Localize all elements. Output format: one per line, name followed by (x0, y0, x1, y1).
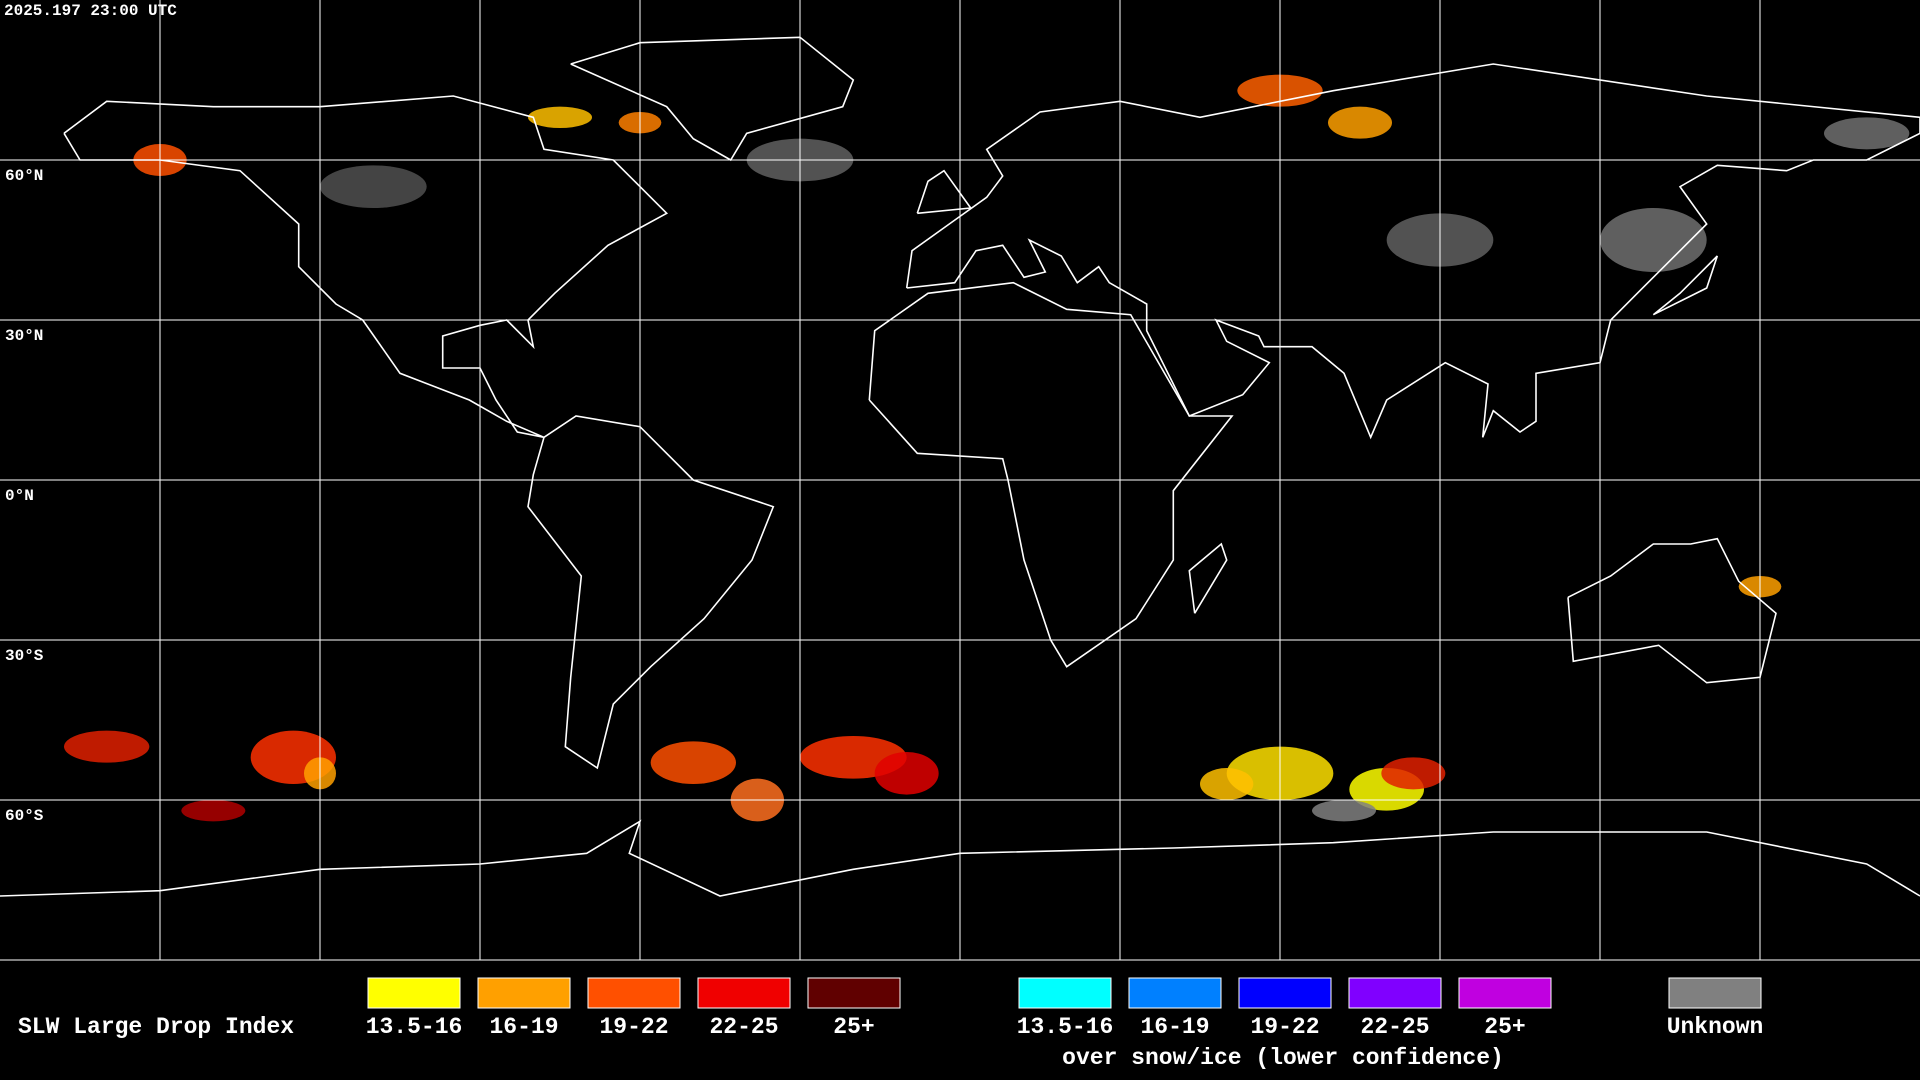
coastline (570, 36, 855, 162)
legend-swatch (1018, 977, 1112, 1009)
lat-label: 0°N (5, 487, 34, 505)
weather-layer (63, 74, 1910, 822)
lat-label: 30°N (5, 327, 43, 345)
lat-label: 30°S (5, 647, 44, 665)
cloud-patch (650, 741, 736, 785)
legend-swatch (1128, 977, 1222, 1009)
legend-swatch (1348, 977, 1442, 1009)
coastline (1567, 537, 1777, 684)
legend-label: Unknown (1667, 1014, 1764, 1040)
cloud-patch (874, 752, 939, 795)
lat-label: 60°N (5, 167, 43, 185)
legend-title: SLW Large Drop Index (18, 1014, 294, 1040)
cloud-patch (181, 800, 246, 822)
legend-swatch (1238, 977, 1332, 1009)
lat-label: 60°S (5, 807, 44, 825)
cloud-patch (320, 165, 427, 209)
cloud-patch (1600, 208, 1707, 272)
legend-label: 13.5-16 (1017, 1014, 1114, 1040)
legend-label: 25+ (833, 1014, 874, 1040)
coastline (868, 281, 1234, 668)
coastline (527, 415, 775, 770)
coastlines (0, 36, 1920, 897)
cloud-patch (1312, 800, 1376, 822)
legend-label: 16-19 (1140, 1014, 1209, 1040)
cloud-patch (1328, 106, 1392, 139)
legend-label: 13.5-16 (366, 1014, 463, 1040)
graticule (0, 0, 1920, 960)
cloud-patch (1200, 768, 1254, 800)
legend-label: 19-22 (1250, 1014, 1319, 1040)
coastline (905, 63, 1920, 440)
legend-swatch (587, 977, 681, 1009)
timestamp: 2025.197 23:00 UTC (4, 2, 177, 20)
legend-label: 16-19 (489, 1014, 558, 1040)
snow-caption: over snow/ice (lower confidence) (1062, 1045, 1504, 1071)
cloud-patch (1381, 757, 1446, 790)
coastline (1652, 255, 1719, 316)
latitude-labels: 60°N 30°N 0°N 30°S 60°S (5, 167, 44, 825)
coastline (1188, 542, 1228, 614)
legend-label: 25+ (1484, 1014, 1525, 1040)
cloud-patch (63, 730, 150, 763)
legend-label: 22-25 (709, 1014, 778, 1040)
legend-swatch (367, 977, 461, 1009)
cloud-patch (1824, 117, 1910, 150)
legend-swatch (807, 977, 901, 1009)
coastline (916, 169, 973, 215)
legend-label: 19-22 (599, 1014, 668, 1040)
legend-swatch (1668, 977, 1762, 1009)
legend: SLW Large Drop Index over snow/ice (lowe… (18, 977, 1764, 1071)
legend-label: 22-25 (1360, 1014, 1429, 1040)
cloud-patch (528, 106, 592, 128)
coastline (63, 95, 669, 439)
legend-swatch (1458, 977, 1552, 1009)
legend-swatch (697, 977, 791, 1009)
legend-swatch (477, 977, 571, 1009)
